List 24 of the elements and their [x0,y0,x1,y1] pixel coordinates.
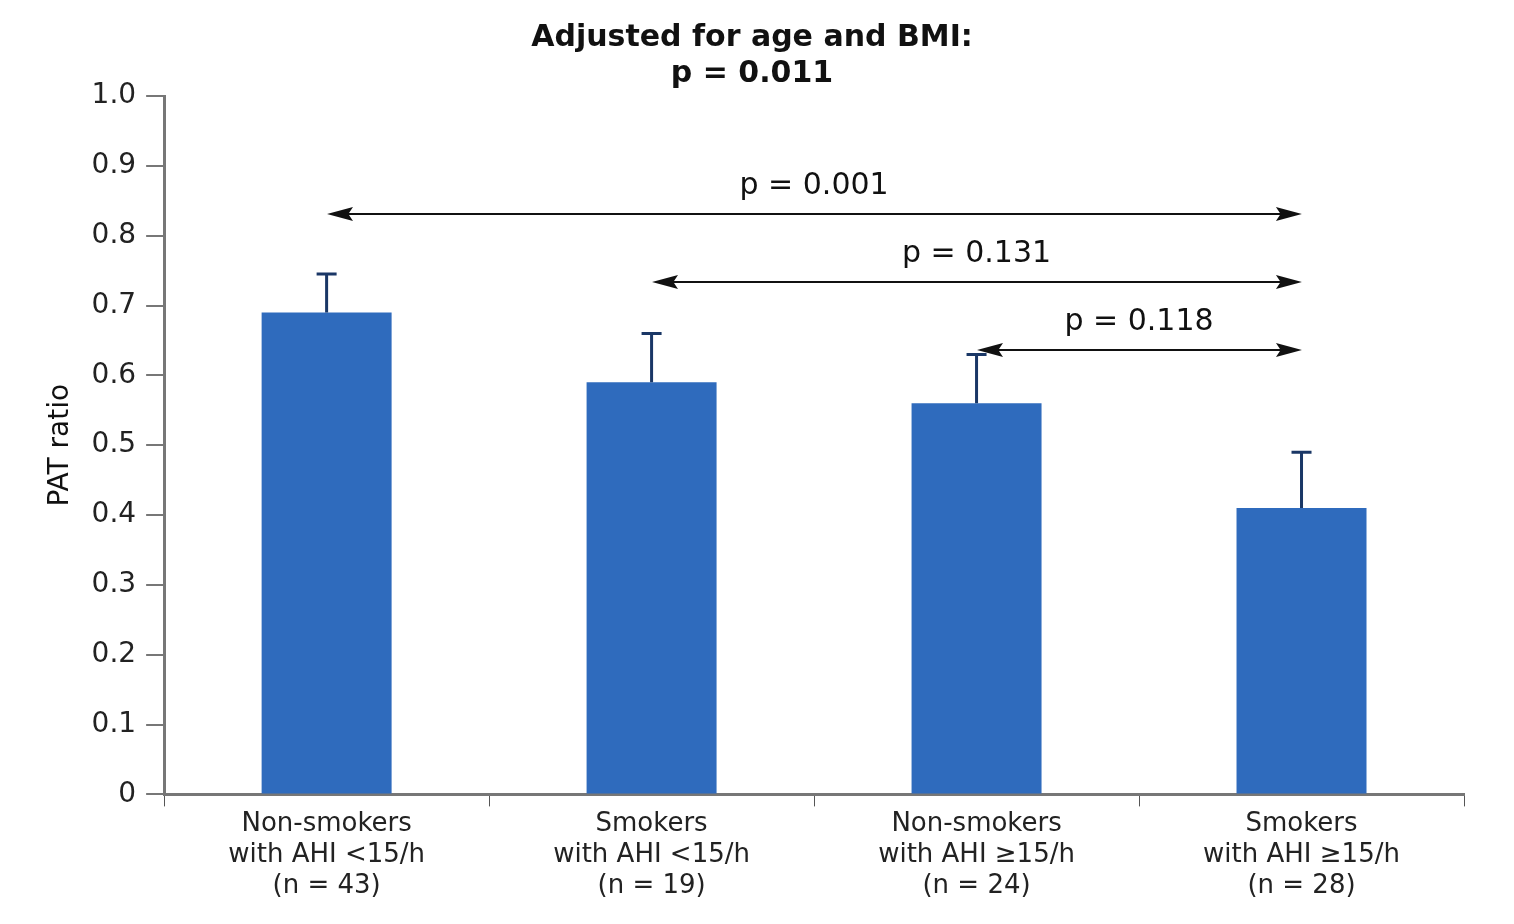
x-tick-label: Non-smokers with AHI ≥15/h (n = 24) [878,806,1075,900]
y-axis-title: PAT ratio [42,383,76,507]
y-tick-label: 0.2 [91,636,137,669]
y-tick-label: 0.6 [91,356,137,390]
chart-title: Adjusted for age and BMI: p = 0.011 [531,17,973,89]
y-tick-label: 0.7 [91,286,137,320]
y-tick-label: 1.0 [91,77,137,111]
y-tick-label: 0.5 [91,426,137,460]
annotation: p = 0.001 [739,166,889,201]
bar [261,312,392,794]
bar [911,403,1042,794]
y-tick-label: 0 [118,775,137,809]
y-tick-label: 0.3 [91,566,137,600]
annotation: p = 0.118 [1064,302,1214,337]
x-tick-label: Smokers with AHI ≥15/h (n = 28) [1203,806,1400,900]
bar [586,382,717,794]
y-tick-label: 0.4 [91,496,137,530]
x-tick-label: Smokers with AHI <15/h (n = 19) [553,806,750,900]
x-tick-label: Non-smokers with AHI <15/h (n = 43) [228,806,426,900]
annotation: p = 0.131 [901,234,1052,269]
bar [1236,508,1367,794]
y-tick-label: 0.8 [91,216,137,250]
y-tick-label: 0.1 [91,705,137,739]
y-tick-label: 0.9 [91,147,137,181]
